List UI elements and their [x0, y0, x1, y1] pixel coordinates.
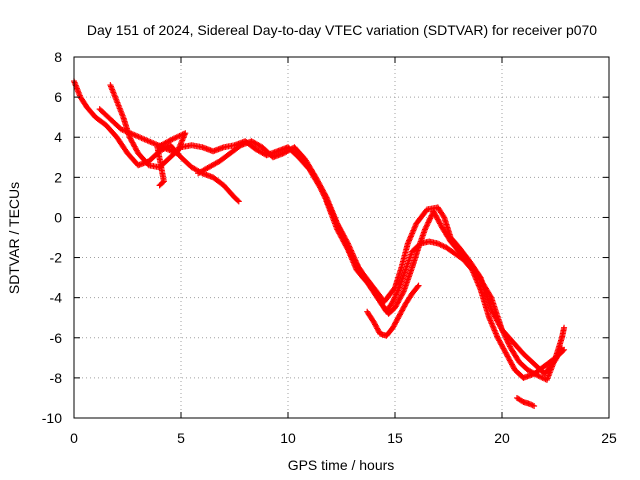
data-point: [501, 332, 508, 339]
x-tick-label: 25: [601, 430, 617, 446]
chart-title: Day 151 of 2024, Sidereal Day-to-day VTE…: [87, 22, 597, 38]
data-point: [168, 136, 175, 143]
y-tick-label: 8: [54, 49, 62, 65]
data-point: [499, 326, 505, 333]
data-point: [531, 402, 538, 409]
y-tick-label: 0: [54, 209, 62, 225]
data-point: [504, 337, 511, 344]
data-point: [487, 293, 494, 300]
y-tick-label: 6: [54, 89, 62, 105]
data-point: [344, 245, 351, 252]
y-tick-label: -2: [50, 250, 63, 266]
y-tick-label: -10: [42, 410, 62, 426]
data-point: [322, 193, 329, 200]
data-points: [71, 78, 568, 409]
x-axis-label: GPS time / hours: [288, 457, 395, 473]
data-point: [415, 282, 422, 289]
data-point: [234, 197, 241, 204]
data-point: [426, 216, 433, 223]
data-point: [500, 329, 507, 336]
x-tick-label: 0: [70, 430, 78, 446]
data-point: [561, 346, 568, 353]
data-point: [96, 106, 103, 113]
series-track-d: [323, 198, 568, 381]
series-track-e: [364, 282, 422, 339]
data-point: [425, 219, 432, 226]
data-point: [424, 220, 431, 227]
data-point: [502, 335, 509, 342]
data-point: [425, 218, 432, 225]
data-point: [500, 330, 507, 337]
y-tick-label: -8: [50, 370, 63, 386]
x-tick-label: 10: [280, 430, 296, 446]
data-point: [499, 328, 506, 335]
y-axis-label: SDTVAR / TECUs: [6, 182, 22, 294]
data-point: [427, 215, 434, 222]
series-track-a: [71, 78, 242, 205]
x-tick-label: 15: [387, 430, 403, 446]
data-point: [503, 336, 510, 343]
data-point: [559, 347, 566, 354]
x-tick-label: 5: [177, 430, 185, 446]
axis-ticks: 0 5 10 15 20 25 -10 -8 -6 -4 -2 0 2 4 6 8: [42, 49, 617, 446]
data-point: [97, 107, 104, 114]
data-point: [561, 324, 568, 331]
grid-lines: [74, 57, 609, 418]
series-track-g: [96, 106, 189, 189]
plot-frame: [73, 56, 610, 419]
data-point: [504, 339, 511, 346]
data-point: [505, 340, 512, 347]
y-tick-label: -6: [50, 330, 63, 346]
y-tick-label: 4: [54, 129, 62, 145]
data-point: [440, 213, 447, 220]
data-point: [422, 225, 429, 232]
data-point: [502, 333, 509, 340]
y-tick-label: -4: [50, 290, 63, 306]
data-point: [506, 342, 513, 349]
data-point: [399, 289, 406, 296]
data-point: [427, 213, 434, 220]
series-track-f: [513, 394, 538, 409]
data-point: [423, 223, 430, 230]
data-point: [423, 222, 430, 229]
data-point: [235, 198, 242, 205]
data-point: [421, 226, 428, 233]
x-tick-label: 20: [494, 430, 510, 446]
y-tick-label: 2: [54, 169, 62, 185]
data-point: [414, 283, 421, 290]
